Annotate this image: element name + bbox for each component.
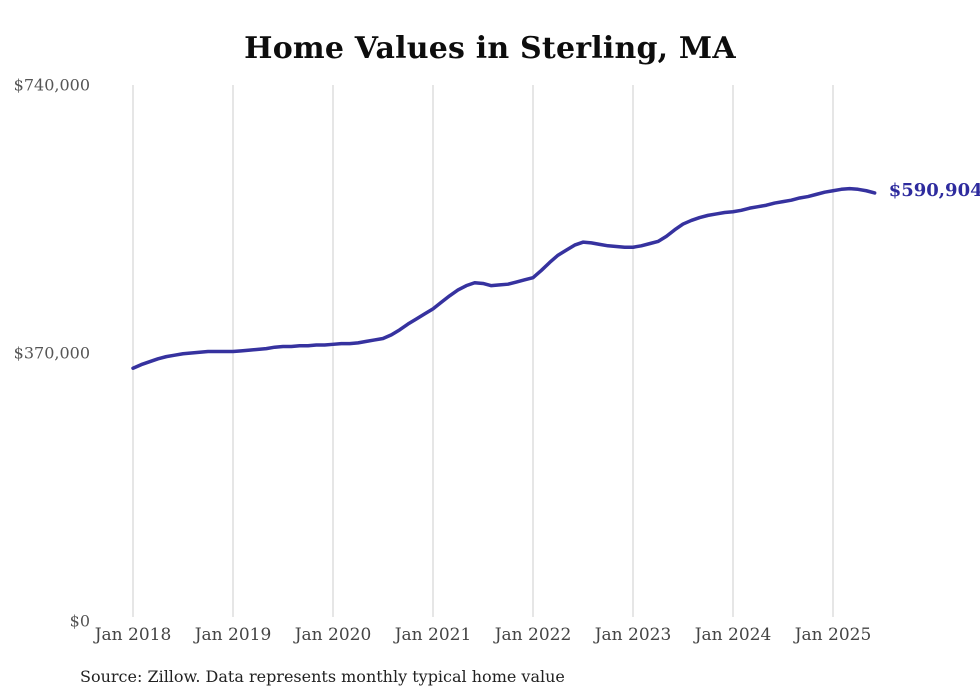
y-tick-label: $0: [70, 612, 90, 631]
x-tick-label: Jan 2024: [693, 625, 772, 645]
chart-title: Home Values in Sterling, MA: [244, 31, 736, 66]
x-axis-tick-labels: Jan 2018 Jan 2019 Jan 2020 Jan 2021 Jan 2022…: [93, 625, 872, 645]
x-tick-label: Jan 2019: [193, 625, 272, 645]
x-tick-label: Jan 2021: [393, 625, 472, 645]
x-tick-label: Jan 2023: [593, 625, 672, 645]
x-tick-label: Jan 2022: [493, 625, 572, 645]
latest-value-label: $590,904: [889, 180, 980, 201]
x-tick-label: Jan 2025: [793, 625, 872, 645]
y-tick-label: $370,000: [14, 344, 90, 363]
home-value-line: [131, 186, 877, 370]
y-axis-tick-labels: $0 $370,000 $740,000: [14, 76, 90, 631]
x-tick-label: Jan 2020: [293, 625, 372, 645]
source-note: Source: Zillow. Data represents monthly …: [80, 667, 565, 686]
y-tick-label: $740,000: [14, 76, 90, 95]
x-tick-label: Jan 2018: [93, 625, 172, 645]
